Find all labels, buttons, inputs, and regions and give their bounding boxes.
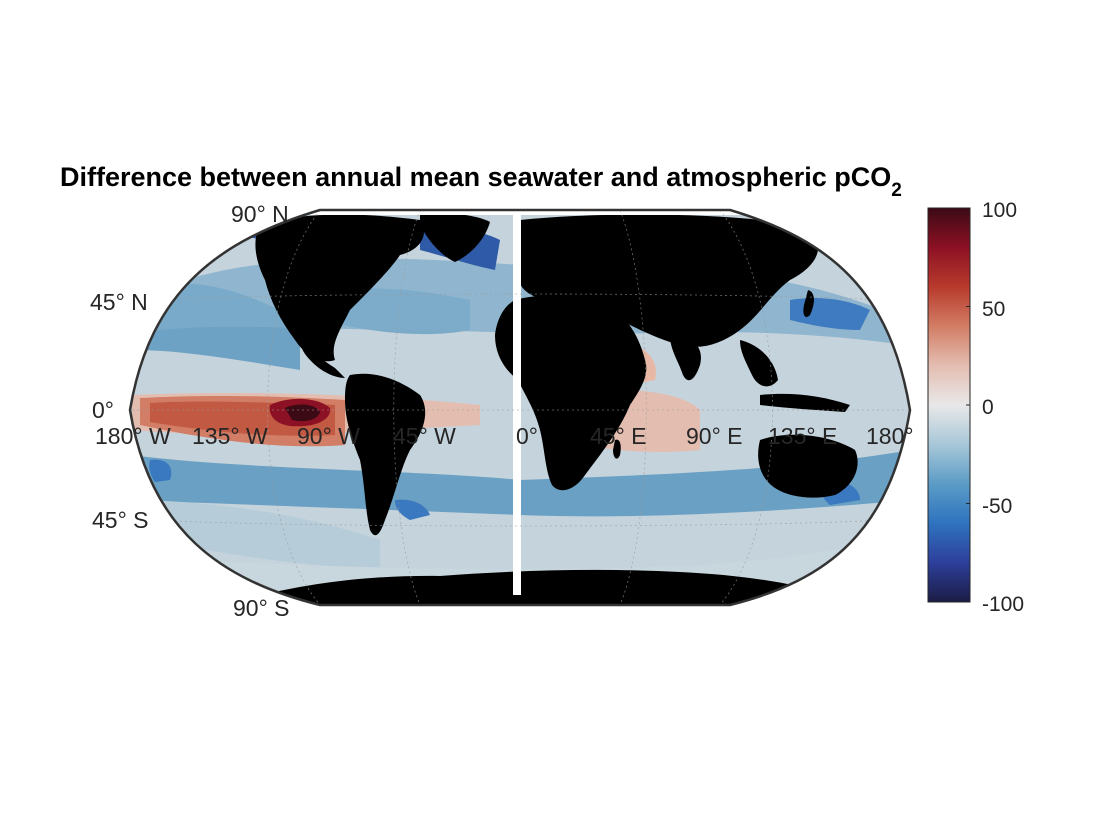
graticule — [132, 210, 910, 605]
north-america — [255, 214, 424, 362]
east-pacific-blue — [149, 459, 172, 482]
southeast-asia — [740, 340, 778, 387]
globe-frame — [128, 208, 912, 607]
lat-label-90n: 90° N — [231, 201, 289, 227]
lon-label-90e: 90° E — [686, 423, 743, 449]
lat-label-0: 0° — [92, 397, 114, 423]
longitude-labels: 180° W 135° W 90° W 45° W 0° 45° E 90° E… — [95, 423, 914, 449]
central-america — [300, 340, 345, 378]
colorbar-label-50: 50 — [982, 298, 1005, 321]
antarctica — [240, 569, 830, 605]
latitude-labels: 90° N 45° N 0° 45° S 90° S — [90, 201, 290, 621]
lon-label-0: 0° — [516, 423, 538, 449]
colorbar-label-neg50: -50 — [982, 495, 1012, 518]
lat-label-45n: 45° N — [90, 289, 148, 315]
africa — [495, 295, 647, 491]
colorbar-label-100: 100 — [982, 199, 1017, 222]
lon-label-135w: 135° W — [192, 423, 268, 449]
greenland — [420, 213, 490, 262]
lon-label-180e: 180° — [866, 423, 914, 449]
map-title: Difference between annual mean seawater … — [60, 162, 902, 201]
india — [670, 335, 701, 381]
australia — [758, 434, 858, 498]
colorbar-ticks — [966, 207, 970, 603]
map-title-main: Difference between annual mean seawater … — [60, 162, 891, 192]
globe — [130, 210, 910, 605]
lon-label-135e: 135° E — [768, 423, 837, 449]
south-pacific-light — [150, 500, 380, 570]
polar-cap-white — [130, 210, 910, 215]
lat-label-45s: 45° S — [92, 507, 149, 533]
eurasia — [517, 214, 819, 347]
colorbar: 100 50 0 -50 -100 — [927, 199, 1024, 616]
south-america — [345, 373, 426, 536]
lon-label-45w: 45° W — [393, 423, 456, 449]
lat-label-90s: 90° S — [233, 595, 290, 621]
lon-label-180w: 180° W — [95, 423, 171, 449]
colorbar-label-0: 0 — [982, 396, 994, 419]
lon-label-45e: 45° E — [590, 423, 647, 449]
madagascar — [613, 439, 621, 459]
colorbar-gradient — [927, 207, 971, 603]
japan — [803, 290, 814, 317]
map-title-subscript: 2 — [891, 180, 902, 201]
prime-meridian-gap — [513, 215, 521, 595]
pacific-darkest-core — [285, 404, 320, 422]
lon-label-90w: 90° W — [297, 423, 360, 449]
indonesia — [760, 393, 850, 412]
colorbar-label-neg100: -100 — [982, 593, 1024, 616]
south-atlantic-blue — [395, 499, 430, 520]
